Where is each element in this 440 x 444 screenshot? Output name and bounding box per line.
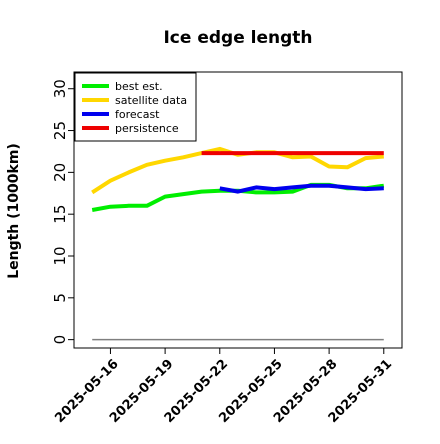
legend-label: forecast — [115, 108, 160, 121]
y-tick-label: 15 — [51, 205, 69, 224]
legend-label: satellite data — [115, 94, 187, 107]
chart-title: Ice edge length — [163, 28, 312, 48]
y-axis: 0 5 10 15 20 25 30 — [51, 79, 74, 344]
y-tick-label: 10 — [51, 246, 69, 265]
legend-label: persistence — [115, 122, 179, 135]
series-line-forecast — [219, 183, 384, 194]
y-tick-label: 25 — [51, 121, 69, 140]
plot-area-frame — [73, 71, 403, 349]
y-tick-label: 20 — [51, 163, 69, 182]
y-tick-label: 5 — [51, 293, 69, 303]
x-axis: 2025-05-162025-05-192025-05-222025-05-25… — [52, 348, 395, 426]
y-tick-label: 0 — [51, 335, 69, 345]
legend: best est.satellite dataforecastpersisten… — [74, 72, 197, 142]
y-axis-label: Length (1000km) — [6, 143, 22, 279]
legend-label: best est. — [115, 80, 163, 93]
series-group — [91, 146, 385, 212]
y-tick-label: 30 — [51, 79, 69, 98]
